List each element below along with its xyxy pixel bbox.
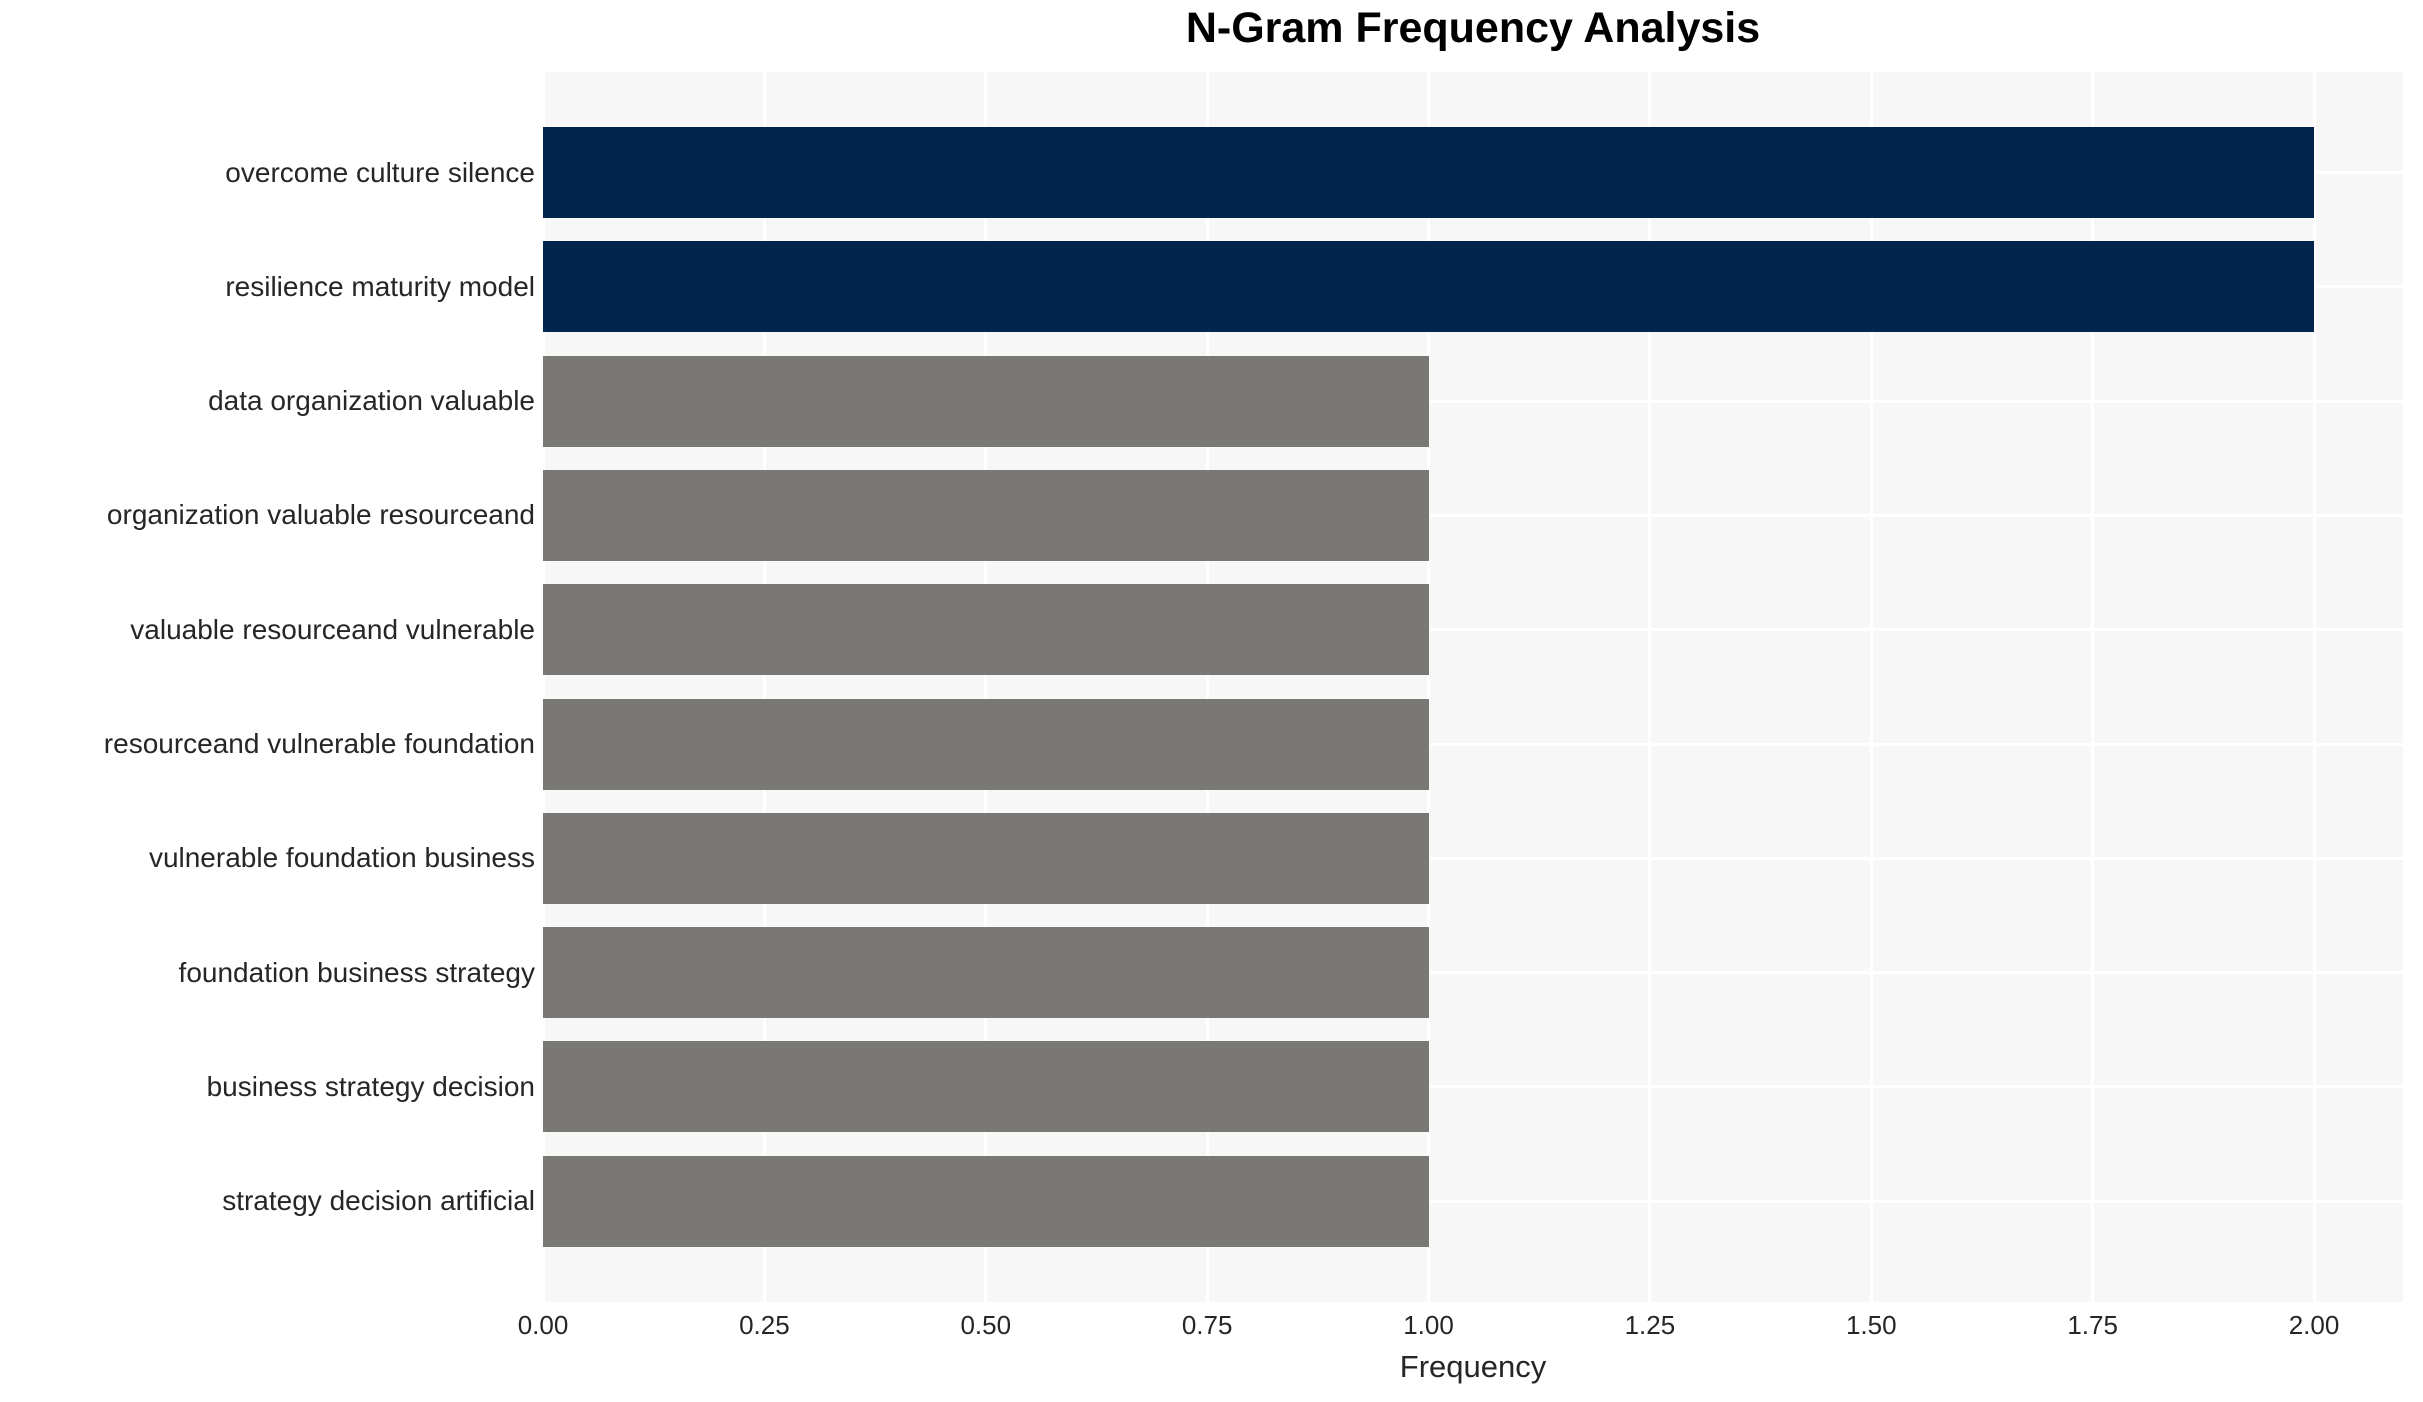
plot-panel: [543, 72, 2403, 1302]
y-gridline: [543, 399, 2403, 403]
x-gridline: [1205, 72, 1209, 1302]
y-tick-label: overcome culture silence: [225, 156, 535, 188]
y-tick-label: organization valuable resourceand: [106, 499, 535, 531]
y-tick-label: valuable resourceand vulnerable: [130, 613, 535, 645]
x-tick-label: 0.50: [960, 1310, 1012, 1340]
x-tick-label: 1.00: [1403, 1310, 1454, 1340]
y-gridline: [543, 1199, 2403, 1203]
x-gridline: [543, 72, 545, 1302]
y-tick-label: strategy decision artificial: [222, 1185, 535, 1217]
bar-data-organization-valuable: [543, 355, 1429, 447]
y-tick-label: vulnerable foundation business: [148, 842, 535, 874]
x-tick-label: 0.75: [1181, 1310, 1233, 1340]
x-gridline: [762, 72, 766, 1302]
y-gridline: [543, 742, 2403, 746]
x-tick-label: 1.50: [1845, 1310, 1897, 1340]
bar-strategy-decision-artificial: [543, 1155, 1429, 1247]
x-gridline: [984, 72, 988, 1302]
bar-business-strategy-decision: [543, 1041, 1429, 1133]
x-gridline: [2312, 72, 2316, 1302]
x-gridline: [1648, 72, 1652, 1302]
x-axis-title: Frequency: [1399, 1349, 1547, 1384]
bar-foundation-business-strategy: [543, 927, 1429, 1019]
y-gridline: [543, 856, 2403, 860]
bar-resourceand-vulnerable-foundation: [543, 698, 1429, 790]
y-gridline: [543, 1085, 2403, 1089]
bar-organization-valuable-resourceand: [543, 469, 1429, 561]
x-tick-label: 0.00: [517, 1310, 569, 1340]
x-tick-label: 1.25: [1624, 1310, 1676, 1340]
x-gridline: [2091, 72, 2095, 1302]
bar-vulnerable-foundation-business: [543, 812, 1429, 904]
x-tick-label: 2.00: [2288, 1310, 2340, 1340]
x-tick-label: 0.25: [739, 1310, 790, 1340]
y-gridline: [543, 513, 2403, 517]
y-tick-label: resilience maturity model: [225, 270, 535, 302]
x-tick-label: 1.75: [2067, 1310, 2118, 1340]
x-gridline: [1869, 72, 1873, 1302]
bar-overcome-culture-silence: [543, 127, 2314, 218]
y-tick-label: foundation business strategy: [178, 956, 535, 988]
y-tick-label: business strategy decision: [206, 1070, 535, 1102]
bar-valuable-resourceand-vulnerable: [543, 584, 1429, 676]
chart-title: N-Gram Frequency Analysis: [1185, 4, 1761, 52]
y-gridline: [543, 971, 2403, 975]
x-gridline: [1427, 72, 1430, 1302]
y-tick-label: resourceand vulnerable foundation: [103, 728, 535, 759]
bar-resilience-maturity-model: [543, 241, 2314, 333]
y-tick-label: data organization valuable: [208, 385, 535, 417]
y-gridline: [543, 628, 2403, 632]
